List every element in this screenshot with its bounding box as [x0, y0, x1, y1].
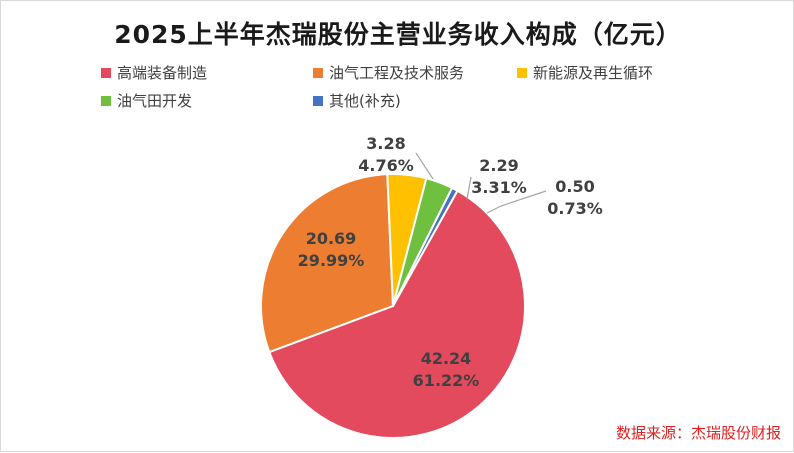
legend-label: 油气田开发	[117, 92, 193, 110]
legend-swatch	[313, 95, 323, 106]
leader-line-4	[486, 190, 547, 214]
pie-slice-4	[392, 186, 459, 307]
legend-label: 新能源及再生循环	[533, 64, 654, 82]
leader-line-2	[415, 152, 434, 180]
legend-swatch	[313, 67, 323, 78]
legend-item-oilfield-services: 油气工程及技术服务	[313, 62, 464, 83]
data-label-value-1: 20.69	[306, 229, 357, 248]
legend-label: 高端装备制造	[117, 64, 208, 82]
legend-item-high-end-equipment: 高端装备制造	[101, 62, 207, 83]
legend-label: 其他(补充)	[329, 92, 401, 110]
pie-slice-0	[268, 189, 526, 439]
legend-swatch	[517, 67, 527, 78]
legend-item-other: 其他(补充)	[313, 90, 401, 111]
data-label-percent-1: 29.99%	[298, 251, 365, 270]
legend-item-new-energy: 新能源及再生循环	[517, 62, 653, 83]
data-label-value-0: 42.24	[421, 349, 472, 368]
legend: 高端装备制造 油气工程及技术服务 新能源及再生循环 油气田开发 其他(补充)	[1, 1, 794, 121]
chart-title: 2025上半年杰瑞股份主营业务收入构成（亿元）	[114, 20, 682, 49]
legend-swatch	[101, 95, 111, 106]
source-note: 数据来源：杰瑞股份财报	[615, 424, 781, 442]
legend-swatch	[101, 67, 111, 78]
data-label-percent-2: 4.76%	[358, 156, 414, 175]
data-label-percent-0: 61.22%	[413, 371, 480, 390]
legend-label: 油气工程及技术服务	[329, 64, 465, 82]
pie-slice-1	[259, 173, 395, 354]
data-label-value-2: 3.28	[366, 134, 405, 153]
data-label-value-4: 0.50	[555, 177, 594, 196]
leader-line-3	[466, 176, 472, 200]
legend-item-oilfield-development: 油气田开发	[101, 90, 192, 111]
data-label-percent-4: 0.73%	[547, 199, 603, 218]
data-label-percent-3: 3.31%	[471, 178, 527, 197]
data-label-value-3: 2.29	[479, 156, 518, 175]
